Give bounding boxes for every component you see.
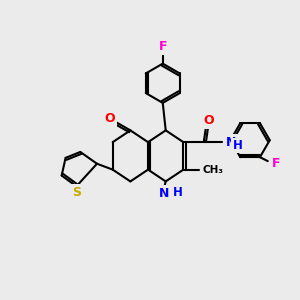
Text: F: F xyxy=(158,40,167,53)
Text: H: H xyxy=(232,139,242,152)
Text: S: S xyxy=(72,186,81,199)
Text: CH₃: CH₃ xyxy=(202,165,223,175)
Text: H: H xyxy=(172,186,182,199)
Text: N: N xyxy=(159,187,169,200)
Text: O: O xyxy=(104,112,115,125)
Text: O: O xyxy=(204,114,214,127)
Text: F: F xyxy=(272,157,280,169)
Text: N: N xyxy=(226,136,236,148)
